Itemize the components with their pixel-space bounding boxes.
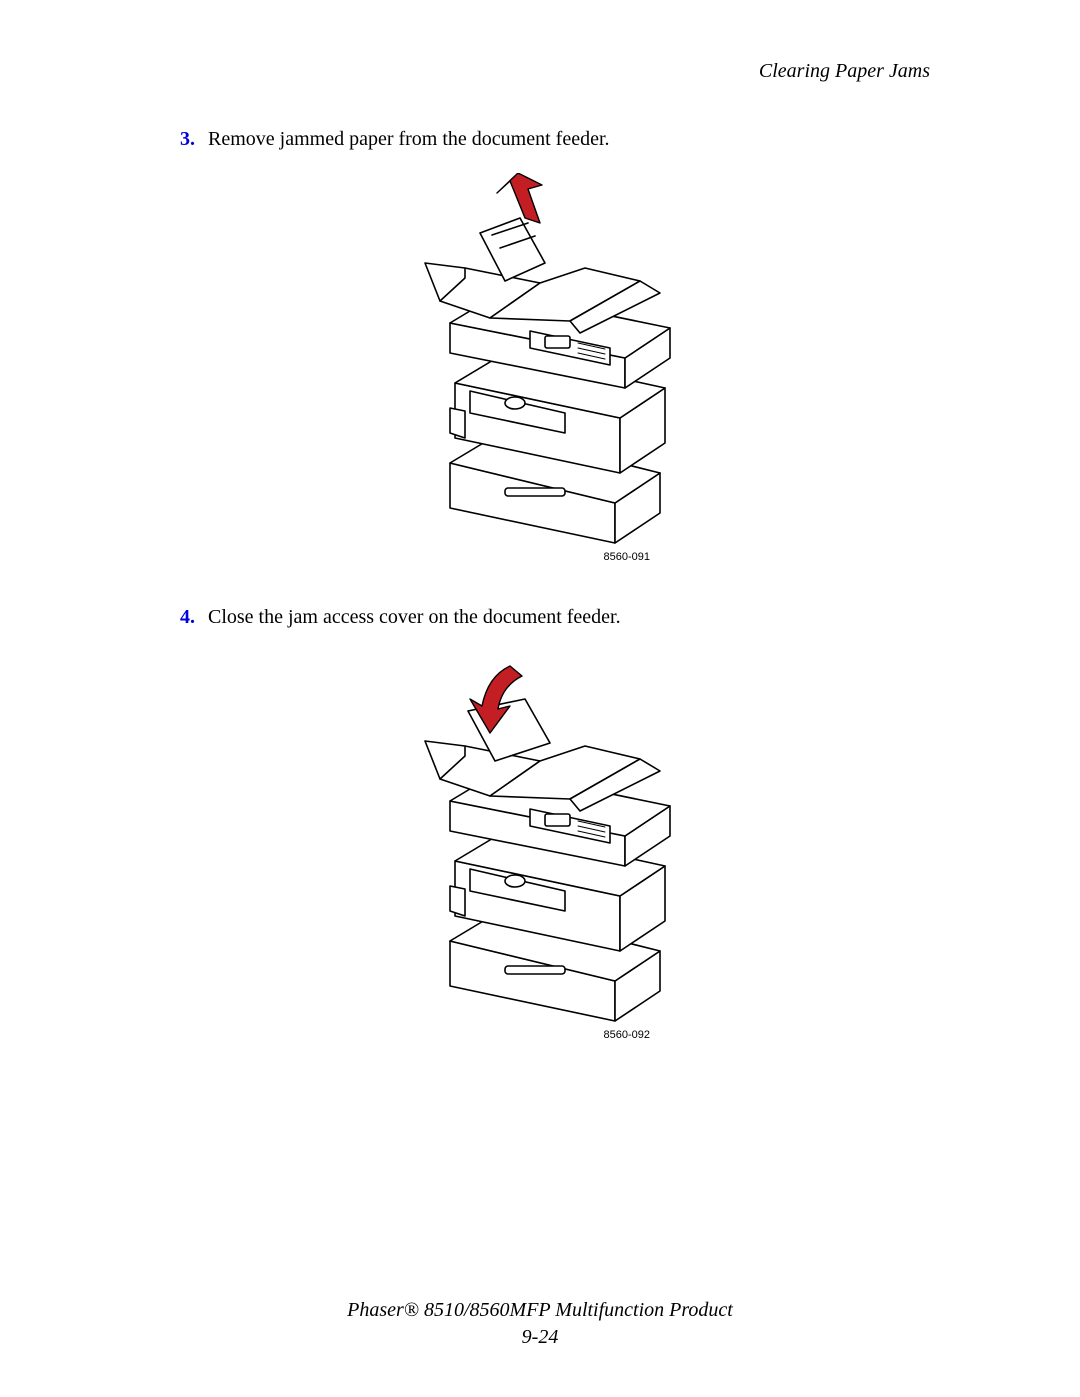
step-number: 3. [180, 125, 208, 153]
step-text: Remove jammed paper from the document fe… [208, 125, 610, 153]
arrow-up-icon [497, 173, 542, 223]
step-text: Close the jam access cover on the docume… [208, 603, 621, 631]
figure-1: 8560-091 [180, 173, 940, 573]
product-name: Phaser® 8510/8560MFP Multifunction Produ… [0, 1297, 1080, 1324]
printer-illustration-icon [410, 173, 710, 553]
page-number: 9-24 [0, 1324, 1080, 1351]
manual-page: Clearing Paper Jams 3. Remove jammed pap… [0, 0, 1080, 1397]
section-title: Clearing Paper Jams [180, 60, 940, 83]
page-footer: Phaser® 8510/8560MFP Multifunction Produ… [0, 1297, 1080, 1351]
printer-illustration-icon [410, 651, 710, 1031]
figure-caption: 8560-091 [604, 551, 651, 563]
step-3: 3. Remove jammed paper from the document… [180, 125, 940, 153]
step-4: 4. Close the jam access cover on the doc… [180, 603, 940, 631]
figure-caption: 8560-092 [604, 1029, 651, 1041]
step-number: 4. [180, 603, 208, 631]
figure-2: 8560-092 [180, 651, 940, 1051]
